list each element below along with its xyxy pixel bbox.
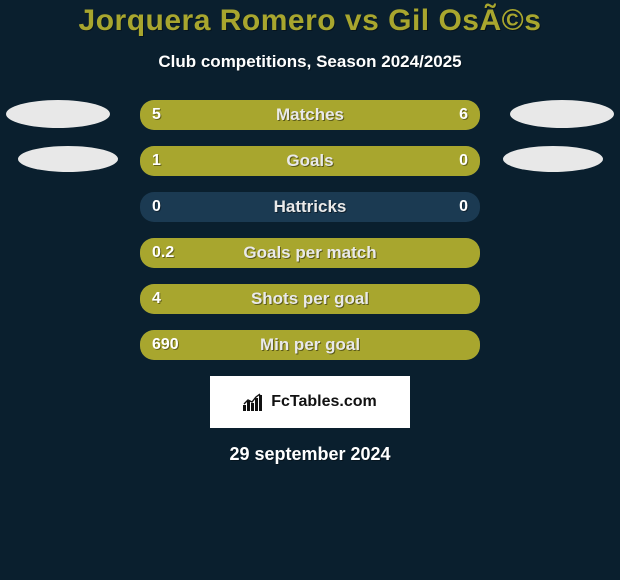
stat-row: 0 0 Hattricks (0, 192, 620, 222)
bar-track (140, 238, 480, 268)
bar-right (295, 100, 480, 130)
bar-track (140, 330, 480, 360)
footer-brand-box: FcTables.com (210, 376, 410, 428)
bar-left (140, 146, 412, 176)
bar-left (140, 330, 480, 360)
bar-left (140, 100, 295, 130)
stat-row: 690 Min per goal (0, 330, 620, 360)
bar-right (412, 146, 480, 176)
page-title: Jorquera Romero vs Gil OsÃ©s (0, 4, 620, 38)
bar-track (140, 284, 480, 314)
bar-track (140, 192, 480, 222)
bar-track (140, 100, 480, 130)
footer-brand-text: FcTables.com (271, 393, 377, 411)
bar-track (140, 146, 480, 176)
stat-row: 0.2 Goals per match (0, 238, 620, 268)
stat-rows: 5 6 Matches 1 0 Goals 0 0 Hattricks (0, 100, 620, 360)
comparison-card: Jorquera Romero vs Gil OsÃ©s Club compet… (0, 0, 620, 580)
bar-left (140, 284, 480, 314)
stat-row: 4 Shots per goal (0, 284, 620, 314)
footer-date: 29 september 2024 (0, 444, 620, 465)
fctables-logo-icon (243, 393, 265, 411)
stat-row: 5 6 Matches (0, 100, 620, 130)
page-subtitle: Club competitions, Season 2024/2025 (0, 52, 620, 72)
bar-left (140, 238, 480, 268)
stat-row: 1 0 Goals (0, 146, 620, 176)
